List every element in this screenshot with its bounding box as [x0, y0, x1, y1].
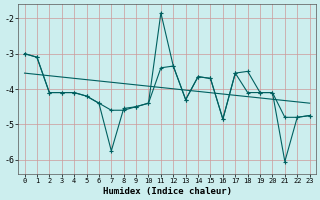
- X-axis label: Humidex (Indice chaleur): Humidex (Indice chaleur): [103, 187, 232, 196]
